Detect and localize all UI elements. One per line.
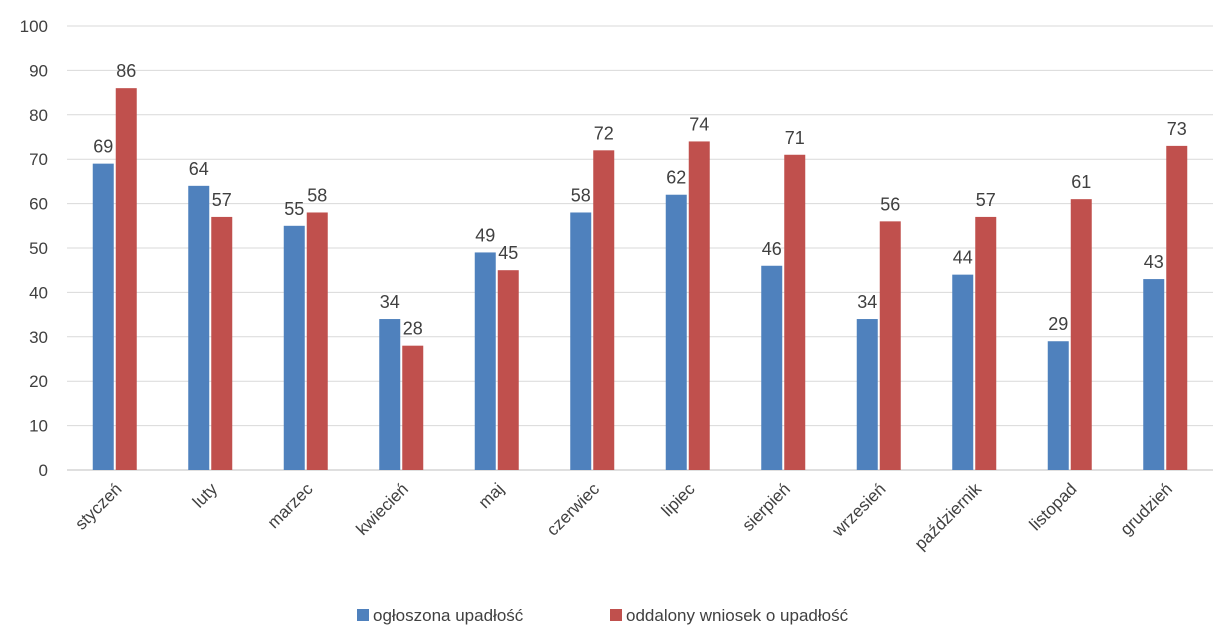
y-tick-label: 20 — [29, 372, 48, 391]
y-tick-label: 0 — [39, 461, 48, 480]
bar — [1070, 199, 1092, 470]
bar — [1166, 145, 1188, 470]
y-axis-ticks: 0 10 20 30 40 50 60 70 80 90 100 — [20, 17, 48, 480]
bar — [379, 319, 401, 470]
data-label: 34 — [857, 292, 877, 312]
data-label: 58 — [571, 185, 591, 205]
bar — [1143, 279, 1165, 470]
bar — [784, 154, 806, 470]
bars — [92, 88, 1188, 471]
bar — [402, 345, 424, 470]
data-label: 64 — [189, 159, 209, 179]
legend-swatch — [610, 609, 622, 621]
legend-swatch — [357, 609, 369, 621]
category-label: sierpień — [739, 479, 795, 535]
data-label: 73 — [1167, 119, 1187, 139]
category-label: luty — [189, 479, 221, 511]
bar — [879, 221, 901, 470]
data-label: 28 — [403, 319, 423, 339]
bar — [761, 265, 783, 470]
category-label: czerwiec — [543, 479, 604, 540]
bar — [211, 216, 233, 470]
legend-label: oddalony wniosek o upadłość — [626, 606, 849, 625]
y-tick-label: 50 — [29, 239, 48, 258]
data-label: 61 — [1071, 172, 1091, 192]
data-label: 72 — [594, 123, 614, 143]
y-tick-label: 70 — [29, 150, 48, 169]
bar — [570, 212, 592, 471]
bar — [474, 252, 496, 470]
y-tick-label: 90 — [29, 61, 48, 80]
data-label: 43 — [1144, 252, 1164, 272]
category-label: styczeń — [71, 479, 125, 533]
data-label: 57 — [976, 190, 996, 210]
bar — [92, 163, 114, 470]
data-label: 74 — [689, 114, 709, 134]
bar — [665, 194, 687, 470]
category-label: październik — [911, 479, 986, 554]
bar — [306, 212, 328, 471]
data-label: 49 — [475, 225, 495, 245]
data-label: 29 — [1048, 314, 1068, 334]
data-label: 46 — [762, 239, 782, 259]
bar — [688, 141, 710, 470]
bar — [593, 150, 615, 470]
category-label: kwiecień — [353, 479, 413, 539]
data-label: 34 — [380, 292, 400, 312]
y-tick-label: 40 — [29, 283, 48, 302]
gridlines — [67, 25, 1213, 471]
data-label: 55 — [284, 199, 304, 219]
data-label: 57 — [212, 190, 232, 210]
category-label: grudzień — [1117, 479, 1177, 539]
legend-label: ogłoszona upadłość — [373, 606, 524, 625]
category-label: wrzesień — [828, 479, 890, 541]
category-label: maj — [475, 479, 508, 512]
bar — [283, 225, 305, 470]
data-label: 86 — [116, 61, 136, 81]
bar — [115, 88, 137, 470]
category-label: listopad — [1026, 479, 1081, 534]
bar — [497, 270, 519, 470]
data-label: 71 — [785, 128, 805, 148]
data-label: 69 — [93, 137, 113, 157]
y-tick-label: 30 — [29, 328, 48, 347]
bar — [188, 185, 210, 470]
data-label: 56 — [880, 194, 900, 214]
y-tick-label: 100 — [20, 17, 48, 36]
data-label: 44 — [953, 248, 973, 268]
data-label: 58 — [307, 185, 327, 205]
data-label: 62 — [666, 168, 686, 188]
y-tick-label: 10 — [29, 417, 48, 436]
bar — [856, 319, 878, 470]
legend: ogłoszona upadłość oddalony wniosek o upa… — [357, 606, 849, 625]
y-tick-label: 60 — [29, 195, 48, 214]
data-label: 45 — [498, 243, 518, 263]
bar — [975, 216, 997, 470]
bar — [952, 274, 974, 470]
category-label: marzec — [264, 479, 317, 532]
bar — [1047, 341, 1069, 470]
category-label: lipiec — [658, 479, 699, 520]
y-tick-label: 80 — [29, 106, 48, 125]
x-axis-categories: styczeń luty marzec kwiecień maj czerwiec lipi… — [71, 479, 1176, 554]
